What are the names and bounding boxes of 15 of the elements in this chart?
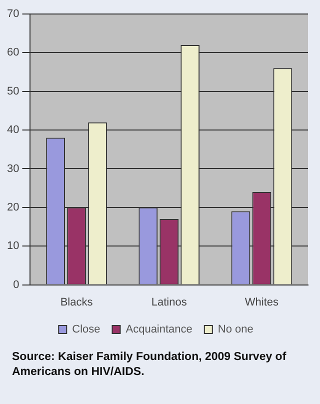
legend-label: No one <box>218 324 254 336</box>
source-note: Source: Kaiser Family Foundation, 2009 Survey of Americans on HIV/AIDS. <box>12 350 288 380</box>
legend-label: Close <box>72 324 100 336</box>
legend-label: Acquaintance <box>126 324 192 336</box>
y-tick-label: 20 <box>6 201 20 214</box>
y-tick-label: 50 <box>6 85 20 98</box>
y-tick-label: 70 <box>6 8 20 20</box>
y-tick-label: 10 <box>6 240 20 252</box>
x-tick-label: Latinos <box>151 296 188 308</box>
y-tick-label: 0 <box>13 278 20 291</box>
y-tick-label: 30 <box>6 162 20 175</box>
y-tick-label: 60 <box>6 46 20 59</box>
x-tick-label: Whites <box>244 296 280 308</box>
y-tick-label: 40 <box>6 124 20 136</box>
x-tick-label: Blacks <box>60 296 94 308</box>
